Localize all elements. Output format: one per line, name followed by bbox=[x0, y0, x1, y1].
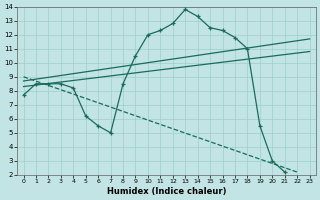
X-axis label: Humidex (Indice chaleur): Humidex (Indice chaleur) bbox=[107, 187, 226, 196]
